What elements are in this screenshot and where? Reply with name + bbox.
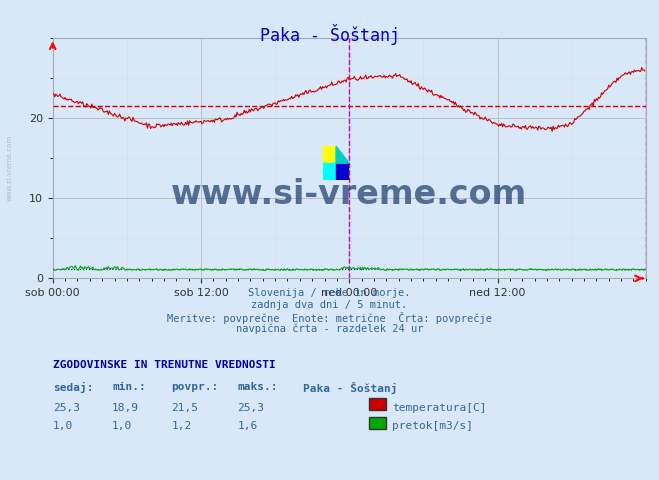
- Text: 1,2: 1,2: [171, 421, 192, 432]
- Bar: [336, 163, 349, 180]
- Text: zadnja dva dni / 5 minut.: zadnja dva dni / 5 minut.: [251, 300, 408, 310]
- Text: pretok[m3/s]: pretok[m3/s]: [392, 421, 473, 432]
- Text: 25,3: 25,3: [53, 403, 80, 413]
- Text: www.si-vreme.com: www.si-vreme.com: [171, 178, 527, 211]
- Text: povpr.:: povpr.:: [171, 382, 219, 392]
- Text: 25,3: 25,3: [237, 403, 264, 413]
- Polygon shape: [336, 146, 349, 163]
- Text: 18,9: 18,9: [112, 403, 139, 413]
- Text: www.si-vreme.com: www.si-vreme.com: [7, 135, 13, 201]
- Text: ZGODOVINSKE IN TRENUTNE VREDNOSTI: ZGODOVINSKE IN TRENUTNE VREDNOSTI: [53, 360, 275, 370]
- Bar: [323, 163, 336, 180]
- Text: 21,5: 21,5: [171, 403, 198, 413]
- Text: temperatura[C]: temperatura[C]: [392, 403, 486, 413]
- Text: Paka - Šoštanj: Paka - Šoštanj: [303, 382, 397, 394]
- Text: Slovenija / reke in morje.: Slovenija / reke in morje.: [248, 288, 411, 298]
- Text: 1,0: 1,0: [112, 421, 132, 432]
- Text: navpična črta - razdelek 24 ur: navpična črta - razdelek 24 ur: [236, 324, 423, 335]
- Text: 1,0: 1,0: [53, 421, 73, 432]
- Text: Paka - Šoštanj: Paka - Šoštanj: [260, 24, 399, 45]
- Text: Meritve: povprečne  Enote: metrične  Črta: povprečje: Meritve: povprečne Enote: metrične Črta:…: [167, 312, 492, 324]
- Text: min.:: min.:: [112, 382, 146, 392]
- Text: 1,6: 1,6: [237, 421, 258, 432]
- Text: maks.:: maks.:: [237, 382, 277, 392]
- Text: sedaj:: sedaj:: [53, 382, 93, 393]
- Bar: [323, 146, 336, 163]
